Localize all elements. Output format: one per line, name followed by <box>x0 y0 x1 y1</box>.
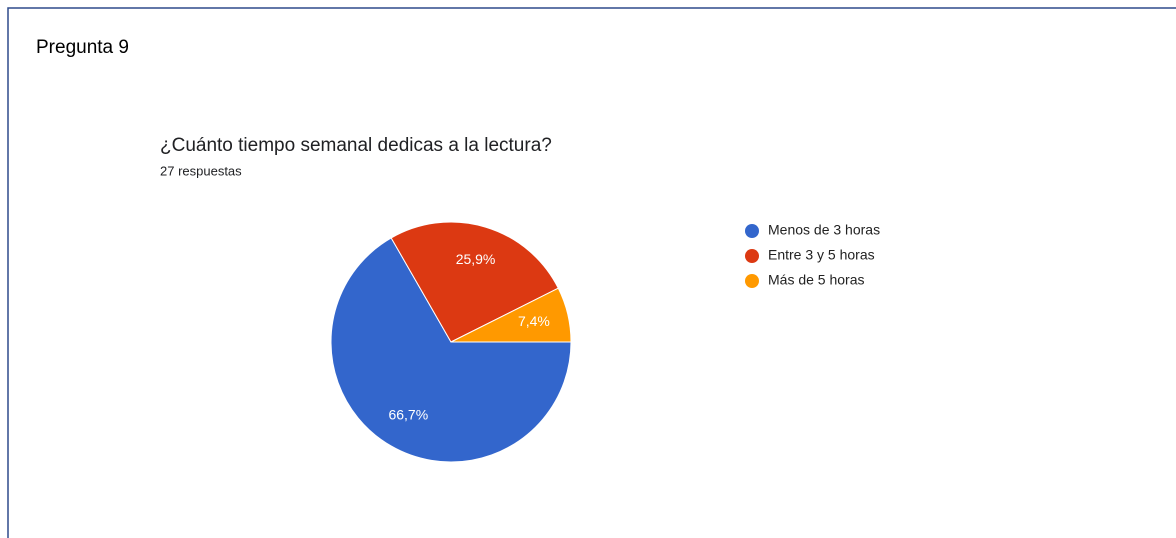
legend-label: Más de 5 horas <box>768 272 865 288</box>
pie-slice <box>390 221 559 343</box>
legend-label: Menos de 3 horas <box>768 222 880 238</box>
legend-label: Entre 3 y 5 horas <box>768 247 875 263</box>
pie-slice <box>330 237 572 463</box>
slice-label: 25,9% <box>456 251 496 267</box>
pie-slice <box>450 287 572 343</box>
legend-swatch <box>745 274 759 288</box>
frame <box>7 7 1176 538</box>
heading: Pregunta 9 <box>36 37 129 58</box>
chart-subtitle: 27 respuestas <box>160 163 242 178</box>
chart-title: ¿Cuánto tiempo semanal dedicas a la lect… <box>160 135 552 156</box>
slice-label: 7,4% <box>518 313 550 329</box>
legend-swatch <box>745 224 759 238</box>
slice-label: 66,7% <box>388 406 428 422</box>
legend-swatch <box>745 249 759 263</box>
